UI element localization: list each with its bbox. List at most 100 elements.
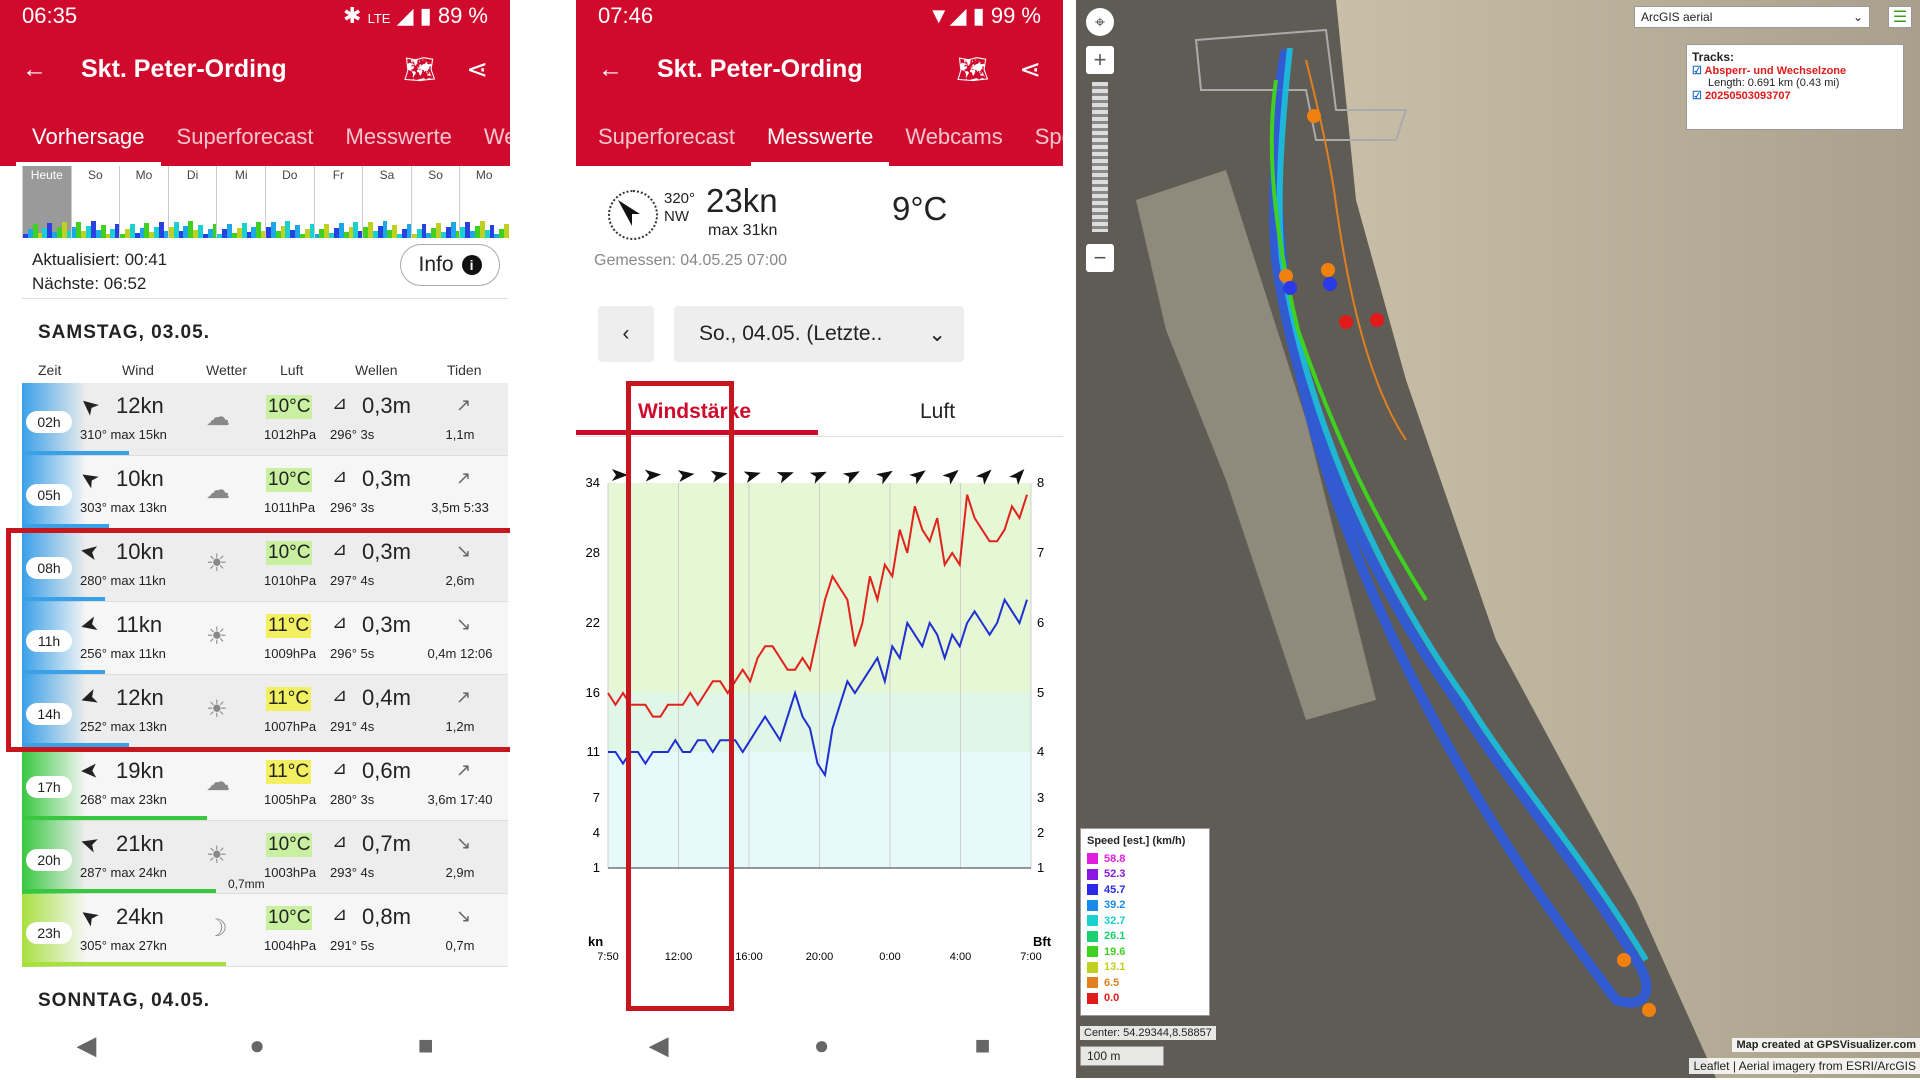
wind-speed: 23kn <box>706 182 778 219</box>
track2-row[interactable]: ☑ 20250503093707 <box>1692 89 1898 102</box>
wave-height: 0,3m <box>362 539 411 564</box>
marker-pin-icon[interactable] <box>1617 953 1631 967</box>
nav-back-icon[interactable]: ◀ <box>76 1029 97 1060</box>
day-cell[interactable]: Sa <box>362 166 412 238</box>
wind-direction-arrow-icon <box>612 469 628 481</box>
forecast-row[interactable]: 23h ➤ 24kn 305° max 27kn ☽ 10°C 1004hPa ⊿ 0,8m 29… <box>22 894 508 967</box>
day-cell[interactable]: Heute <box>22 166 72 238</box>
attribution[interactable]: Leaflet | Aerial imagery from ESRI/ArcGI… <box>1689 1058 1920 1074</box>
previous-day-button[interactable]: ‹ <box>598 306 654 362</box>
wave-height: 0,3m <box>362 612 411 637</box>
zoom-slider[interactable] <box>1092 82 1108 232</box>
day-cell[interactable]: Mo <box>119 166 169 238</box>
legend-item: 0.0 <box>1087 991 1203 1007</box>
zoom-in-button[interactable]: + <box>1086 46 1114 74</box>
tab-superforecast[interactable]: Superforecast <box>598 124 735 149</box>
tab-messwerte[interactable]: Messwerte <box>750 124 890 166</box>
tab-superforecast[interactable]: Superforecast <box>176 124 314 149</box>
zoom-out-button[interactable]: − <box>1086 244 1114 272</box>
row-time: 11h <box>26 630 72 652</box>
share-icon[interactable]: ⋖ <box>1019 53 1041 84</box>
tab-messwerte[interactable]: Messwerte <box>345 124 452 149</box>
day-heading-saturday: SAMSTAG, 03.05. <box>38 322 210 343</box>
forecast-row[interactable]: 02h ➤ 12kn 310° max 15kn ☁ 10°C 1012hPa ⊿ 0,3m 29… <box>22 383 508 456</box>
wind-direction-max: 305° max 27kn <box>80 938 167 953</box>
nav-back-icon[interactable]: ◀ <box>648 1029 669 1060</box>
nav-home-icon[interactable]: ● <box>249 1029 265 1060</box>
map-icon[interactable]: 🗺 <box>403 53 437 84</box>
forecast-row[interactable]: 11h ➤ 11kn 256° max 11kn ☀ 11°C 1009hPa ⊿ 0,3m 29… <box>22 602 508 675</box>
data-series-line <box>608 597 1028 778</box>
day-cell[interactable]: So <box>70 166 121 238</box>
wind-bar <box>319 229 325 238</box>
day-cell[interactable]: Di <box>167 166 218 238</box>
wind-direction-arrow-icon <box>1009 469 1025 485</box>
forecast-row[interactable]: 17h ➤ 19kn 268° max 23kn ☁ 11°C 1005hPa ⊿ 0,6m 28… <box>22 748 508 821</box>
marker-pin-icon[interactable] <box>1307 109 1321 123</box>
status-icons: ✱ LTE ◢ ▮ 89 % <box>343 3 488 28</box>
track1-row[interactable]: ☑ Absperr- und Wechselzone <box>1692 64 1898 77</box>
legend-item: 52.3 <box>1087 867 1203 883</box>
marker-pin-icon[interactable] <box>1321 263 1335 277</box>
nav-home-icon[interactable]: ● <box>813 1029 830 1060</box>
subtab-luft[interactable]: Luft <box>920 400 956 423</box>
tide-value: 3,5m 5:33 <box>431 500 489 515</box>
day-cell[interactable]: Do <box>265 166 315 238</box>
marker-pin-icon[interactable] <box>1279 269 1293 283</box>
wind-bar <box>61 222 67 238</box>
day-label: Di <box>186 168 199 182</box>
marker-pin-icon[interactable] <box>1323 277 1337 291</box>
info-button[interactable]: Info i <box>400 244 500 286</box>
share-icon[interactable]: ⋖ <box>466 53 488 84</box>
day-cell[interactable]: So <box>410 166 461 238</box>
tide-value: 1,2m <box>445 719 475 734</box>
tab-webcams[interactable]: Webcams <box>905 124 1003 149</box>
forecast-row[interactable]: 05h ➤ 10kn 303° max 13kn ☁ 10°C 1011hPa ⊿ 0,3m 29… <box>22 456 508 529</box>
forecast-row[interactable]: 14h ➤ 12kn 252° max 13kn ☀ 11°C 1007hPa ⊿ 0,4m 29… <box>22 675 508 748</box>
air-pressure: 1012hPa <box>264 427 317 442</box>
y-right-unit-label: Bft <box>1033 934 1052 949</box>
aerial-map[interactable] <box>1076 0 1920 1078</box>
tab-bar: Vorhersage Superforecast Messwerte We <box>0 106 510 166</box>
data-series-line <box>607 494 1028 718</box>
subtab-windstaerke[interactable]: Windstärke <box>638 400 752 423</box>
back-arrow-icon[interactable]: ← <box>22 54 47 83</box>
wind-direction-arrow-icon <box>842 471 860 485</box>
legend-item: 45.7 <box>1087 882 1203 898</box>
wind-bar <box>100 225 106 238</box>
marker-pin-icon[interactable] <box>1642 1003 1656 1017</box>
weather-icon: ☀ <box>206 842 228 869</box>
marker-pin-icon[interactable] <box>1339 315 1353 329</box>
back-arrow-icon[interactable]: ← <box>598 54 623 83</box>
gps-track-map[interactable]: ⌖ + − ArcGIS aerial ⌄ ☰ Tracks: ☑ Absperr… <box>1076 0 1920 1078</box>
tab-vorhersage[interactable]: Vorhersage <box>16 124 161 166</box>
date-select[interactable]: So., 04.05. (Letzte.. ⌄ <box>674 306 964 362</box>
legend-list: 58.8 52.3 45.7 39.2 32.7 26.1 19.6 13.1 6.5 0.0 <box>1087 851 1203 1006</box>
map-icon[interactable]: 🗺 <box>956 53 990 84</box>
day-cell[interactable]: Mi <box>216 166 266 238</box>
wave-height: 0,6m <box>362 758 411 783</box>
chevron-down-icon: ⌄ <box>1852 10 1863 24</box>
forecast-row[interactable]: 20h ➤ 21kn 287° max 24kn ☀ 10°C 1003hPa ⊿ 0,7m 29… <box>22 821 508 894</box>
layer-select[interactable]: ArcGIS aerial ⌄ <box>1634 6 1870 28</box>
legend-swatch <box>1087 899 1098 911</box>
credit[interactable]: Map created at GPSVisualizer.com <box>1732 1038 1920 1052</box>
forecast-row[interactable]: 08h ➤ 10kn 280° max 11kn ☀ 10°C 1010hPa ⊿ 0,3m 29… <box>22 529 508 602</box>
checkbox-icon[interactable]: ☑ <box>1692 90 1702 102</box>
wind-bar <box>52 232 58 238</box>
y-right-tick-label: 1 <box>1037 860 1044 875</box>
menu-icon[interactable]: ☰ <box>1888 6 1912 28</box>
marker-pin-icon[interactable] <box>1283 281 1297 295</box>
checkbox-icon[interactable]: ☑ <box>1692 65 1702 77</box>
tab-webcams[interactable]: We <box>483 124 510 149</box>
tab-spots[interactable]: Spo <box>1034 124 1063 149</box>
locate-icon[interactable]: ⌖ <box>1086 8 1114 36</box>
day-overview-strip[interactable]: Heute So Mo Di Mi Do Fr Sa So Mo <box>22 166 509 238</box>
nav-recents-icon[interactable]: ■ <box>974 1029 991 1060</box>
nav-recents-icon[interactable]: ■ <box>417 1029 434 1060</box>
wave-direction-period: 293° 4s <box>330 865 375 880</box>
day-cell[interactable]: Fr <box>313 166 364 238</box>
marker-pin-icon[interactable] <box>1370 313 1384 327</box>
next-update-time: Nächste: 06:52 <box>32 274 147 293</box>
day-cell[interactable]: Mo <box>459 166 509 238</box>
